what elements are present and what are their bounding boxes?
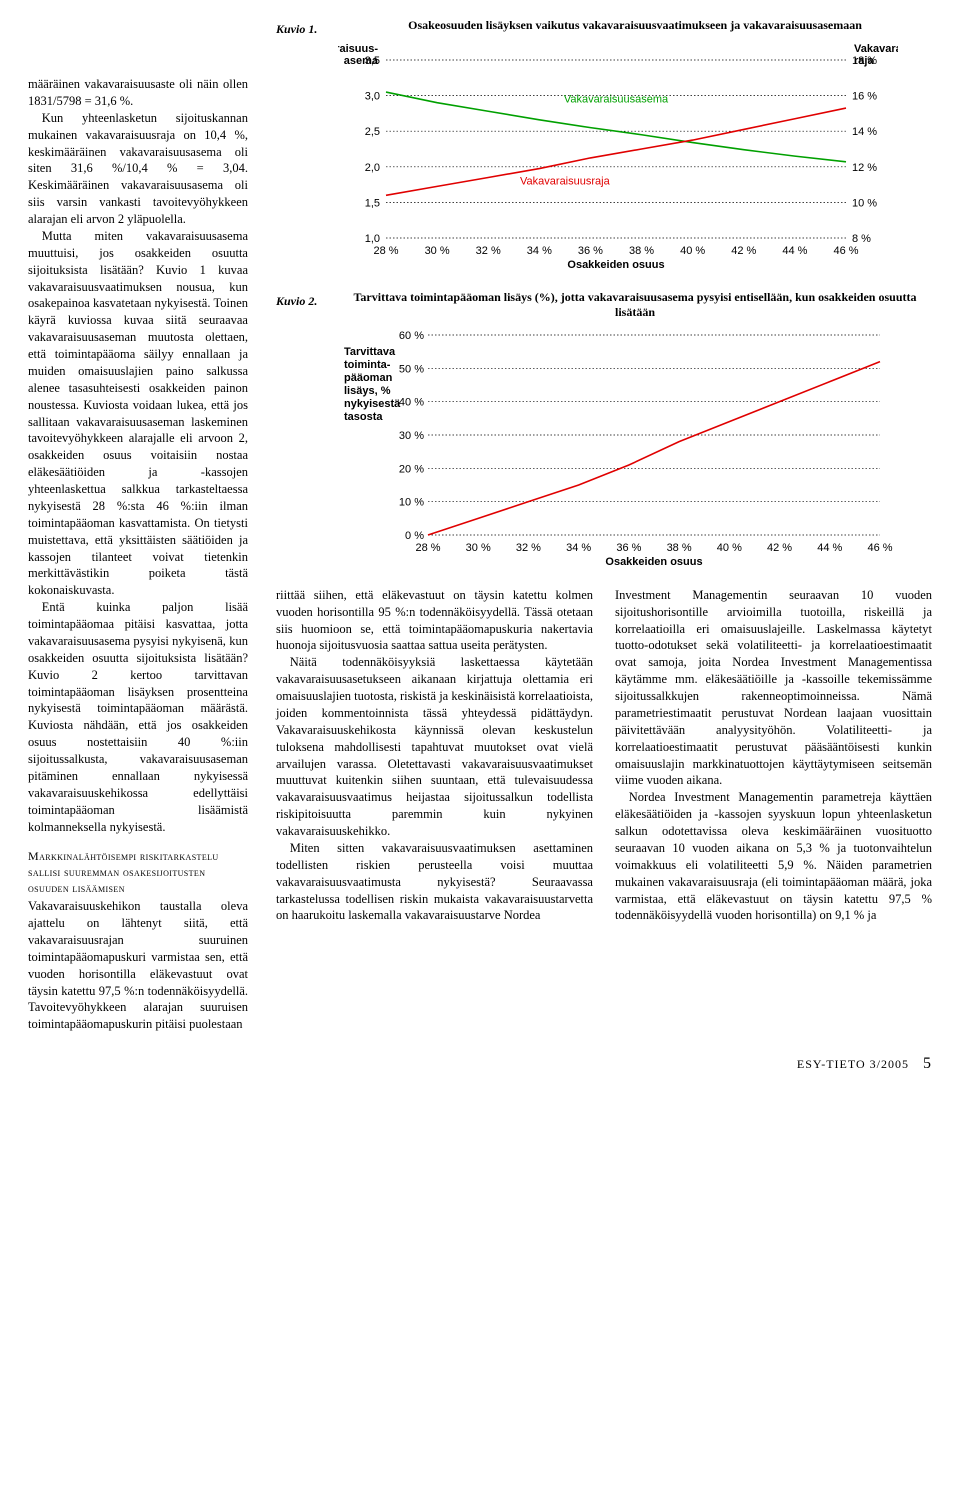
svg-text:Osakkeiden osuus: Osakkeiden osuus [567, 259, 664, 271]
svg-text:40 %: 40 % [717, 542, 742, 554]
svg-text:tasosta: tasosta [344, 411, 383, 423]
svg-text:42 %: 42 % [731, 245, 756, 257]
chart-2: Kuvio 2. Tarvittava toimintapääoman lisä… [276, 290, 932, 569]
svg-text:38 %: 38 % [667, 542, 692, 554]
svg-text:60 %: 60 % [399, 330, 424, 342]
page-footer: ESY-TIETO 3/2005 5 [28, 1053, 932, 1075]
svg-text:20 %: 20 % [399, 463, 424, 475]
para-left-bot: Entä kuinka paljon lisää toimintapääomaa… [28, 599, 248, 835]
col2-p2: Näitä todennäköisyyksiä laskettaessa käy… [276, 654, 593, 840]
svg-text:2,5: 2,5 [365, 126, 380, 138]
svg-text:32 %: 32 % [516, 542, 541, 554]
para-left-mid: Mutta miten vakavaraisuusasema muuttuisi… [28, 228, 248, 599]
svg-text:32 %: 32 % [476, 245, 501, 257]
svg-text:10 %: 10 % [399, 496, 424, 508]
chart-1-label: Kuvio 1. [276, 22, 317, 36]
svg-text:34 %: 34 % [527, 245, 552, 257]
svg-text:28 %: 28 % [415, 542, 440, 554]
svg-text:Vakavaraisuus-: Vakavaraisuus- [854, 43, 898, 55]
para-left-top2: Kun yhteenlasketun sijoituskannan mukain… [28, 110, 248, 228]
svg-text:3,5: 3,5 [365, 55, 380, 67]
svg-text:1,5: 1,5 [365, 197, 380, 209]
svg-text:44 %: 44 % [782, 245, 807, 257]
chart-1: Kuvio 1. Osakeosuuden lisäyksen vaikutus… [276, 18, 932, 272]
col2-p1: riittää siihen, että eläkevastuut on täy… [276, 587, 593, 655]
svg-text:12 %: 12 % [852, 161, 877, 173]
col3-p1: Investment Managementin seuraavan 10 vuo… [615, 587, 932, 790]
svg-text:Vakavaraisuus-: Vakavaraisuus- [338, 43, 378, 55]
svg-text:30 %: 30 % [466, 542, 491, 554]
svg-text:40 %: 40 % [680, 245, 705, 257]
svg-text:18 %: 18 % [852, 55, 877, 67]
col3-p2: Nordea Investment Managementin parametre… [615, 789, 932, 924]
para-section-body: Vakavaraisuuskehikon taustalla oleva aja… [28, 898, 248, 1033]
footer-page-number: 5 [923, 1055, 932, 1072]
svg-text:38 %: 38 % [629, 245, 654, 257]
svg-text:1,0: 1,0 [365, 233, 380, 245]
col2-p3: Miten sitten vakavaraisuusvaatimuksen as… [276, 840, 593, 924]
chart-1-title: Osakeosuuden lisäyksen vaikutus vakavara… [338, 18, 932, 34]
svg-text:lisäys, %: lisäys, % [344, 385, 391, 397]
svg-text:Vakavaraisuusasema: Vakavaraisuusasema [564, 93, 669, 105]
para-left-top: määräinen vakavaraisuusaste oli näin oll… [28, 76, 248, 110]
svg-text:42 %: 42 % [767, 542, 792, 554]
svg-text:8 %: 8 % [852, 233, 871, 245]
svg-text:34 %: 34 % [566, 542, 591, 554]
svg-text:10 %: 10 % [852, 197, 877, 209]
svg-text:40 %: 40 % [399, 396, 424, 408]
svg-text:46 %: 46 % [833, 245, 858, 257]
svg-text:36 %: 36 % [616, 542, 641, 554]
chart-2-title: Tarvittava toimintapääoman lisäys (%), j… [338, 290, 932, 321]
svg-text:0 %: 0 % [405, 530, 424, 542]
svg-text:36 %: 36 % [578, 245, 603, 257]
footer-label: ESY-TIETO 3/2005 [797, 1057, 909, 1071]
svg-text:28 %: 28 % [373, 245, 398, 257]
svg-text:30 %: 30 % [425, 245, 450, 257]
svg-text:46 %: 46 % [867, 542, 892, 554]
section-heading: Markkinalähtöisempi riskitarkastelu sall… [28, 849, 248, 896]
svg-text:2,0: 2,0 [365, 161, 380, 173]
svg-text:nykyisestä: nykyisestä [344, 398, 401, 410]
svg-text:16 %: 16 % [852, 90, 877, 102]
svg-text:50 %: 50 % [399, 363, 424, 375]
svg-text:Osakkeiden osuus: Osakkeiden osuus [605, 556, 702, 568]
chart-2-label: Kuvio 2. [276, 294, 317, 308]
svg-text:Vakavaraisuusraja: Vakavaraisuusraja [520, 175, 611, 187]
svg-text:3,0: 3,0 [365, 90, 380, 102]
svg-text:30 %: 30 % [399, 430, 424, 442]
svg-text:pääoman: pääoman [344, 372, 393, 384]
svg-text:toiminta-: toiminta- [344, 359, 391, 371]
svg-text:44 %: 44 % [817, 542, 842, 554]
svg-text:14 %: 14 % [852, 126, 877, 138]
svg-text:Tarvittava: Tarvittava [344, 346, 396, 358]
